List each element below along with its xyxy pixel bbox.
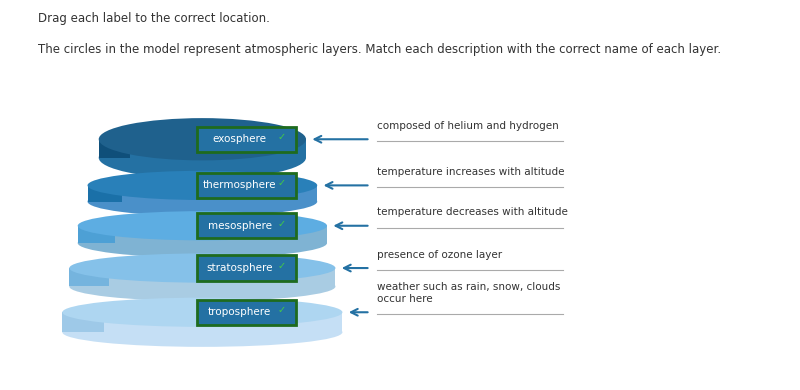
Text: Drag each label to the correct location.: Drag each label to the correct location. [38, 12, 270, 25]
Bar [62, 312, 342, 332]
FancyBboxPatch shape [197, 173, 295, 198]
Polygon shape [62, 312, 104, 332]
Ellipse shape [78, 211, 327, 240]
Text: ✓: ✓ [277, 132, 285, 142]
Ellipse shape [98, 136, 306, 179]
Text: thermosphere: thermosphere [202, 181, 276, 190]
Bar [98, 139, 306, 158]
Bar [70, 268, 335, 287]
Ellipse shape [62, 317, 342, 347]
Polygon shape [87, 185, 122, 202]
FancyBboxPatch shape [197, 300, 295, 325]
FancyBboxPatch shape [197, 213, 295, 238]
Ellipse shape [98, 118, 306, 160]
Bar [78, 226, 327, 243]
Ellipse shape [70, 254, 335, 283]
Text: temperature decreases with altitude: temperature decreases with altitude [378, 207, 568, 217]
Ellipse shape [87, 187, 318, 216]
Text: ✓: ✓ [277, 179, 285, 188]
FancyBboxPatch shape [197, 255, 295, 281]
Text: ✓: ✓ [277, 261, 285, 271]
Text: composed of helium and hydrogen: composed of helium and hydrogen [378, 121, 559, 131]
Text: troposphere: troposphere [208, 307, 271, 317]
Text: weather such as rain, snow, clouds
occur here: weather such as rain, snow, clouds occur… [378, 282, 561, 304]
Ellipse shape [87, 171, 318, 200]
Text: temperature increases with altitude: temperature increases with altitude [378, 167, 565, 177]
Text: The circles in the model represent atmospheric layers. Match each description wi: The circles in the model represent atmos… [38, 43, 721, 56]
Text: ✓: ✓ [277, 219, 285, 229]
Polygon shape [98, 139, 130, 158]
Text: mesosphere: mesosphere [207, 221, 271, 231]
Text: presence of ozone layer: presence of ozone layer [378, 250, 502, 260]
FancyBboxPatch shape [197, 127, 295, 152]
Bar [87, 185, 318, 202]
Text: stratosphere: stratosphere [206, 263, 273, 273]
Ellipse shape [70, 272, 335, 301]
Ellipse shape [78, 229, 327, 258]
Polygon shape [70, 268, 110, 287]
Polygon shape [78, 226, 115, 243]
Ellipse shape [62, 298, 342, 327]
Text: ✓: ✓ [277, 305, 285, 316]
Text: exosphere: exosphere [213, 134, 266, 144]
